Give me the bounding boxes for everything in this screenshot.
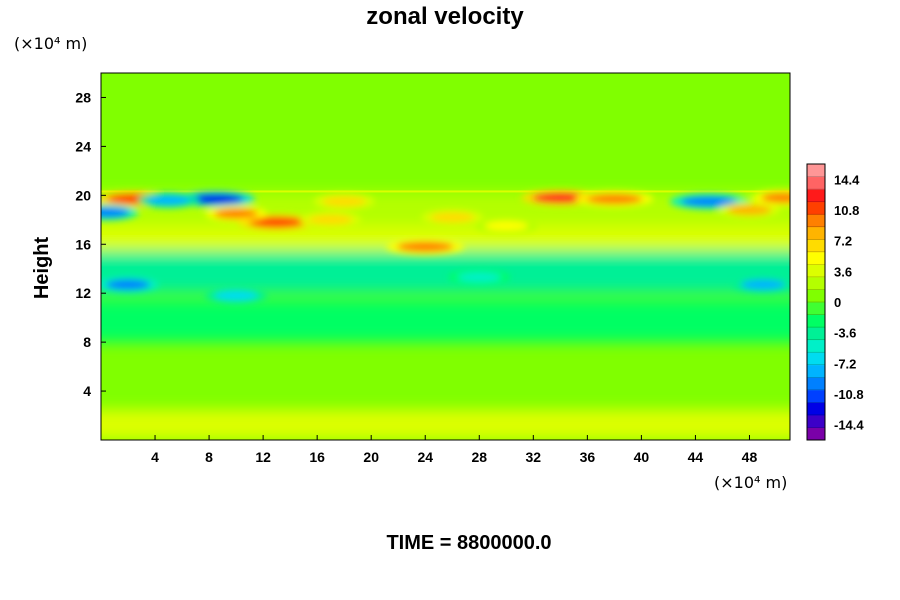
colorbar-tick-label-4: 0: [834, 295, 841, 310]
colorbar-cell-12: [807, 276, 825, 290]
band-3: [101, 250, 790, 294]
x-tick-label-11: 48: [742, 449, 758, 465]
x-tick-label-4: 20: [363, 449, 379, 465]
colorbar-tick-label-2: 7.2: [834, 234, 852, 249]
structure-14: [308, 214, 353, 225]
structure-12: [101, 207, 130, 218]
structure-10: [727, 205, 772, 216]
y-axis-label: Height: [31, 237, 53, 300]
colorbar-cell-1: [807, 414, 825, 428]
x-tick-label-0: 4: [151, 449, 159, 465]
banding-layer: [101, 73, 790, 440]
chart-title: zonal velocity: [366, 3, 524, 30]
colorbar: 14.4 10.8 7.2 3.6 0 -3.6 -7.2 -10.8 -14.4: [806, 163, 864, 441]
x-tick-label-8: 36: [580, 449, 596, 465]
colorbar-cell-18: [807, 201, 825, 215]
x-tick-label-3: 16: [309, 449, 325, 465]
y-tick-label-1: 8: [83, 334, 91, 350]
plot-frame: [100, 72, 791, 441]
structure-13: [146, 195, 191, 206]
colorbar-cell-10: [807, 302, 825, 316]
time-label: TIME = 8800000.0: [386, 532, 551, 554]
x-tick-label-2: 12: [255, 449, 271, 465]
structure-7: [532, 192, 589, 203]
y-tick-label-3: 16: [75, 236, 91, 252]
x-axis-ticks: 4 8 12 16 20 24 28 32 36 40 44 48: [151, 435, 757, 465]
y-tick-label-4: 20: [75, 187, 91, 203]
colorbar-tick-label-1: 10.8: [834, 203, 859, 218]
structure-3: [214, 208, 259, 219]
x-tick-label-9: 40: [634, 449, 650, 465]
y-axis-unit: (×10⁴ m): [14, 34, 87, 53]
x-tick-label-6: 28: [471, 449, 487, 465]
colorbar-cell-6: [807, 352, 825, 366]
y-tick-label-2: 12: [75, 285, 91, 301]
structure-8: [586, 194, 643, 205]
shear-layer-edge: [101, 190, 790, 193]
x-axis-unit: (×10⁴ m): [714, 473, 787, 492]
x-tick-label-7: 32: [526, 449, 542, 465]
colorbar-tick-label-7: -10.8: [834, 387, 864, 402]
structure-11: [761, 192, 790, 203]
x-tick-label-5: 24: [417, 449, 433, 465]
colorbar-cell-2: [807, 402, 825, 416]
colorbar-cell-13: [807, 264, 825, 278]
structures-layer: [101, 189, 790, 304]
structure-19: [457, 272, 502, 283]
x-tick-label-1: 8: [205, 449, 213, 465]
colorbar-cell-16: [807, 226, 825, 240]
colorbar-tick-label-6: -7.2: [834, 356, 856, 371]
colorbar-cell-8: [807, 327, 825, 341]
structure-18: [214, 290, 259, 301]
structure-6: [430, 212, 475, 223]
structure-5: [397, 241, 454, 252]
band-0: [101, 409, 790, 440]
colorbar-cell-0: [807, 427, 825, 441]
band-2: [101, 299, 790, 343]
colorbar-frame: [806, 163, 826, 441]
colorbar-cell-5: [807, 364, 825, 378]
colorbar-cell-17: [807, 214, 825, 228]
band-1: [101, 73, 790, 192]
colorbar-cell-11: [807, 289, 825, 303]
structure-2: [248, 217, 305, 228]
colorbar-tick-label-0: 14.4: [834, 172, 860, 187]
structure-16: [106, 279, 151, 290]
y-axis-ticks: 4 8 12 16 20 24 28: [75, 89, 106, 399]
y-tick-label-6: 28: [75, 89, 91, 105]
y-tick-label-5: 24: [75, 138, 91, 154]
structure-9: [680, 196, 737, 207]
structure-17: [740, 279, 785, 290]
colorbar-tick-label-8: -14.4: [834, 418, 864, 433]
colorbar-cell-20: [807, 176, 825, 190]
colorbar-cell-19: [807, 189, 825, 203]
colorbar-tick-label-5: -3.6: [834, 326, 856, 341]
colorbar-cell-4: [807, 377, 825, 391]
colorbar-cell-15: [807, 239, 825, 253]
x-tick-label-10: 44: [688, 449, 704, 465]
structure-4: [322, 196, 367, 207]
colorbar-tick-label-3: 3.6: [834, 264, 852, 279]
colorbar-cell-7: [807, 339, 825, 353]
structure-15: [484, 220, 529, 231]
colorbar-cell-14: [807, 251, 825, 265]
structure-1: [187, 194, 244, 205]
colorbar-cell-3: [807, 389, 825, 403]
y-tick-label-0: 4: [83, 383, 91, 399]
colorbar-cell-21: [807, 164, 825, 178]
colorbar-cell-9: [807, 314, 825, 328]
heatmap-field: [101, 73, 790, 440]
